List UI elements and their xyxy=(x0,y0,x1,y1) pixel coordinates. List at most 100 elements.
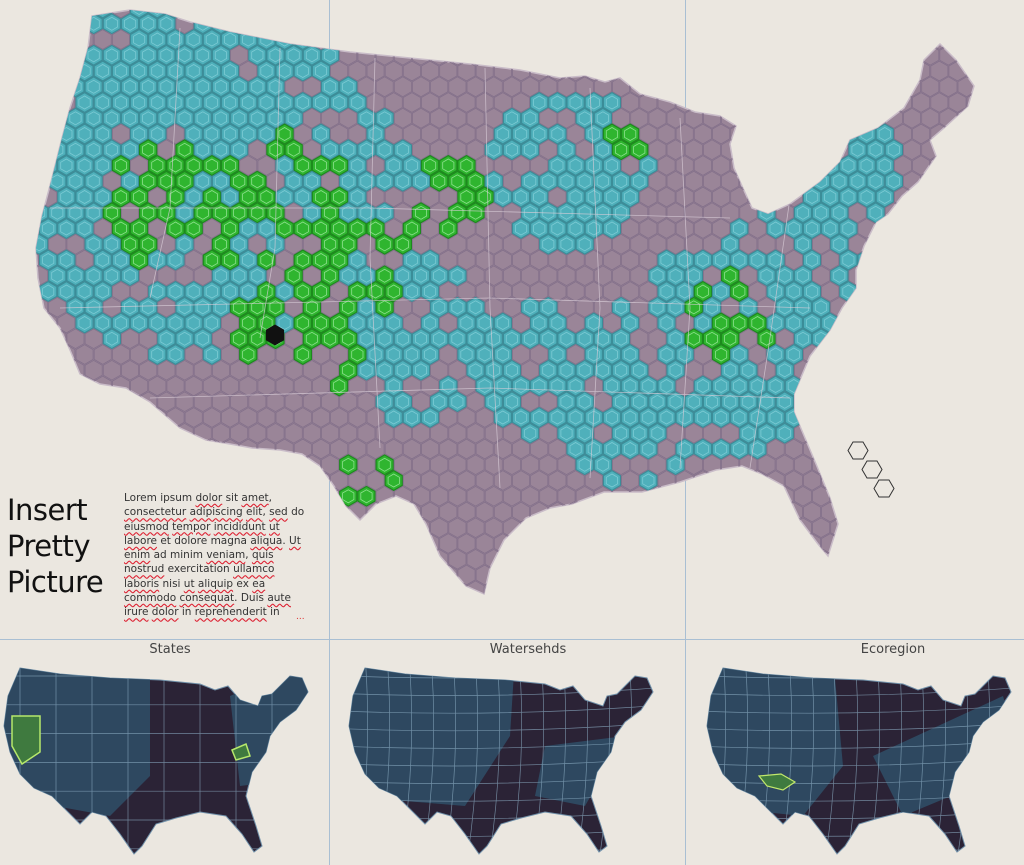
hex-cell-cyan[interactable] xyxy=(675,406,694,429)
hex-cell[interactable] xyxy=(866,44,885,66)
hex-cell-cyan[interactable] xyxy=(857,249,876,271)
hex-cell[interactable] xyxy=(784,249,803,271)
hex-cell[interactable] xyxy=(157,265,176,287)
hex-cell[interactable] xyxy=(430,139,449,161)
hex-cell[interactable] xyxy=(257,407,276,428)
hex-cell[interactable] xyxy=(712,501,731,523)
main-hex-map[interactable] xyxy=(30,8,980,598)
hex-cell-cyan[interactable] xyxy=(402,343,422,366)
hex-cell[interactable] xyxy=(357,454,376,476)
hex-cell[interactable] xyxy=(512,249,531,271)
hex-cell-green[interactable] xyxy=(311,312,331,334)
hex-cell[interactable] xyxy=(894,218,912,239)
hex-cell-cyan[interactable] xyxy=(866,139,885,161)
hex-cell[interactable] xyxy=(957,517,975,539)
hex-cell[interactable] xyxy=(330,344,349,365)
hex-cell[interactable] xyxy=(712,155,731,176)
hex-cell[interactable] xyxy=(567,597,584,598)
hex-cell[interactable] xyxy=(221,407,240,428)
hex-cell[interactable] xyxy=(839,533,858,554)
hex-cell[interactable] xyxy=(693,8,712,19)
hex-cell-cyan[interactable] xyxy=(57,217,76,240)
hex-cell-cyan[interactable] xyxy=(639,154,658,177)
hex-cell[interactable] xyxy=(912,249,931,271)
hex-cell-cyan[interactable] xyxy=(211,107,231,129)
hex-cell-cyan[interactable] xyxy=(84,107,103,129)
hex-cell[interactable] xyxy=(666,76,685,98)
hex-cell[interactable] xyxy=(857,312,876,334)
hex-cell[interactable] xyxy=(175,391,194,413)
hex-cell-cyan[interactable] xyxy=(184,8,203,19)
hex-cell[interactable] xyxy=(839,29,858,50)
hex-cell-cyan[interactable] xyxy=(420,343,440,366)
hex-cell-green[interactable] xyxy=(611,139,631,161)
hex-cell[interactable] xyxy=(939,422,958,444)
hex-cell-cyan[interactable] xyxy=(166,280,185,303)
hex-cell[interactable] xyxy=(848,202,867,224)
hex-cell-green[interactable] xyxy=(457,186,476,208)
hex-cell-cyan[interactable] xyxy=(448,391,467,413)
hex-cell[interactable] xyxy=(284,233,303,255)
hex-cell-green[interactable] xyxy=(202,249,221,271)
hex-cell[interactable] xyxy=(302,13,321,35)
hex-cell[interactable] xyxy=(730,8,749,19)
hex-cell[interactable] xyxy=(684,139,703,161)
hex-cell[interactable] xyxy=(448,13,467,35)
hex-cell[interactable] xyxy=(411,485,431,507)
hex-cell[interactable] xyxy=(648,13,667,35)
hex-cell[interactable] xyxy=(730,564,749,586)
hex-cell[interactable] xyxy=(502,485,521,507)
hex-cell[interactable] xyxy=(439,564,458,586)
hex-cell[interactable] xyxy=(621,533,640,554)
hex-cell[interactable] xyxy=(57,407,76,428)
hex-cell[interactable] xyxy=(748,218,767,239)
hex-cell[interactable] xyxy=(748,8,767,19)
hex-cell[interactable] xyxy=(521,485,540,507)
hex-cell[interactable] xyxy=(31,422,49,444)
hex-cell-cyan[interactable] xyxy=(184,28,203,51)
hex-cell-cyan[interactable] xyxy=(102,139,122,161)
hex-cell[interactable] xyxy=(421,92,440,113)
hex-cell[interactable] xyxy=(966,249,980,271)
hex-cell-cyan[interactable] xyxy=(430,296,449,318)
hex-cell[interactable] xyxy=(666,485,685,507)
hex-cell[interactable] xyxy=(766,564,785,586)
hex-cell[interactable] xyxy=(966,281,980,302)
hex-cell[interactable] xyxy=(466,107,485,129)
hex-cell[interactable] xyxy=(557,13,576,35)
hex-cell[interactable] xyxy=(421,8,440,19)
hex-cell[interactable] xyxy=(821,92,840,113)
hex-cell[interactable] xyxy=(666,170,685,192)
hex-cell-cyan[interactable] xyxy=(220,123,240,145)
hex-cell[interactable] xyxy=(930,186,949,208)
hex-cell[interactable] xyxy=(921,580,940,598)
hex-cell-cyan[interactable] xyxy=(102,328,122,350)
hex-cell-cyan[interactable] xyxy=(66,107,85,129)
hex-cell[interactable] xyxy=(566,312,585,334)
hex-cell-cyan[interactable] xyxy=(875,154,894,177)
hex-cell-cyan[interactable] xyxy=(521,139,540,161)
hex-cell-cyan[interactable] xyxy=(75,8,94,19)
hex-cell-cyan[interactable] xyxy=(784,312,804,334)
hex-cell-cyan[interactable] xyxy=(30,123,40,145)
hex-cell[interactable] xyxy=(712,92,731,113)
hex-cell[interactable] xyxy=(466,139,485,161)
hex-cell[interactable] xyxy=(157,422,176,444)
hex-cell[interactable] xyxy=(903,265,921,287)
hex-cell[interactable] xyxy=(93,407,112,428)
hex-cell[interactable] xyxy=(439,29,458,50)
hex-cell[interactable] xyxy=(858,597,875,598)
hex-cell-cyan[interactable] xyxy=(184,280,203,303)
hex-cell-cyan[interactable] xyxy=(31,44,49,66)
hex-cell[interactable] xyxy=(603,281,621,302)
hex-cell-green[interactable] xyxy=(230,170,249,192)
hex-cell[interactable] xyxy=(775,328,794,350)
hex-cell[interactable] xyxy=(157,454,176,476)
hex-cell[interactable] xyxy=(539,44,558,66)
hex-cell-cyan[interactable] xyxy=(539,233,558,255)
hex-cell[interactable] xyxy=(821,375,840,397)
hex-cell-cyan[interactable] xyxy=(402,280,422,303)
hex-cell[interactable] xyxy=(30,407,40,428)
hex-cell[interactable] xyxy=(439,249,458,271)
hex-cell-green[interactable] xyxy=(220,217,240,240)
